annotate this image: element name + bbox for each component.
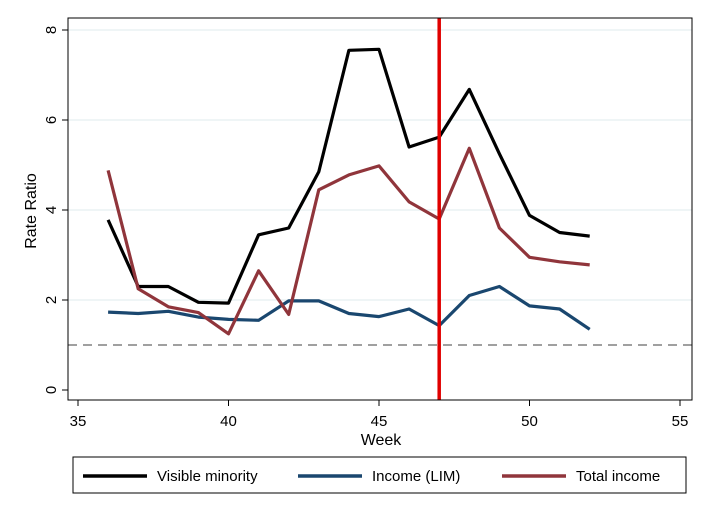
legend-label-visible-minority: Visible minority — [157, 468, 258, 485]
legend-label-total-income: Total income — [576, 468, 660, 485]
series-line-total-income — [106, 146, 590, 336]
x-tick-label-45: 45 — [371, 413, 388, 430]
y-axis-ticks: 0 2 4 6 8 — [43, 26, 68, 394]
y-tick-label-8: 8 — [43, 26, 60, 34]
legend-box — [72, 456, 687, 494]
x-tick-label-40: 40 — [220, 413, 237, 430]
x-tick-label-55: 55 — [672, 413, 689, 430]
x-tick-label-50: 50 — [521, 413, 538, 430]
grid-lines — [68, 29, 692, 301]
y-tick-label-0: 0 — [43, 386, 60, 394]
x-tick-label-35: 35 — [70, 413, 87, 430]
y-tick-label-6: 6 — [43, 116, 60, 124]
plot-frame — [67, 17, 693, 401]
y-axis-title: Rate Ratio — [23, 173, 40, 249]
axes — [67, 17, 693, 401]
y-tick-label-2: 2 — [43, 296, 60, 304]
legend: Visible minority Income (LIM) Total income — [72, 456, 687, 494]
x-axis-title: Week — [361, 432, 403, 449]
legend-label-income-lim: Income (LIM) — [372, 468, 460, 485]
series-lines — [106, 47, 591, 336]
series-line-visible-minority — [106, 47, 590, 305]
x-axis-ticks: 35 40 45 50 55 — [70, 400, 689, 430]
y-tick-label-4: 4 — [43, 206, 60, 214]
series-line-income-lim — [108, 284, 591, 331]
